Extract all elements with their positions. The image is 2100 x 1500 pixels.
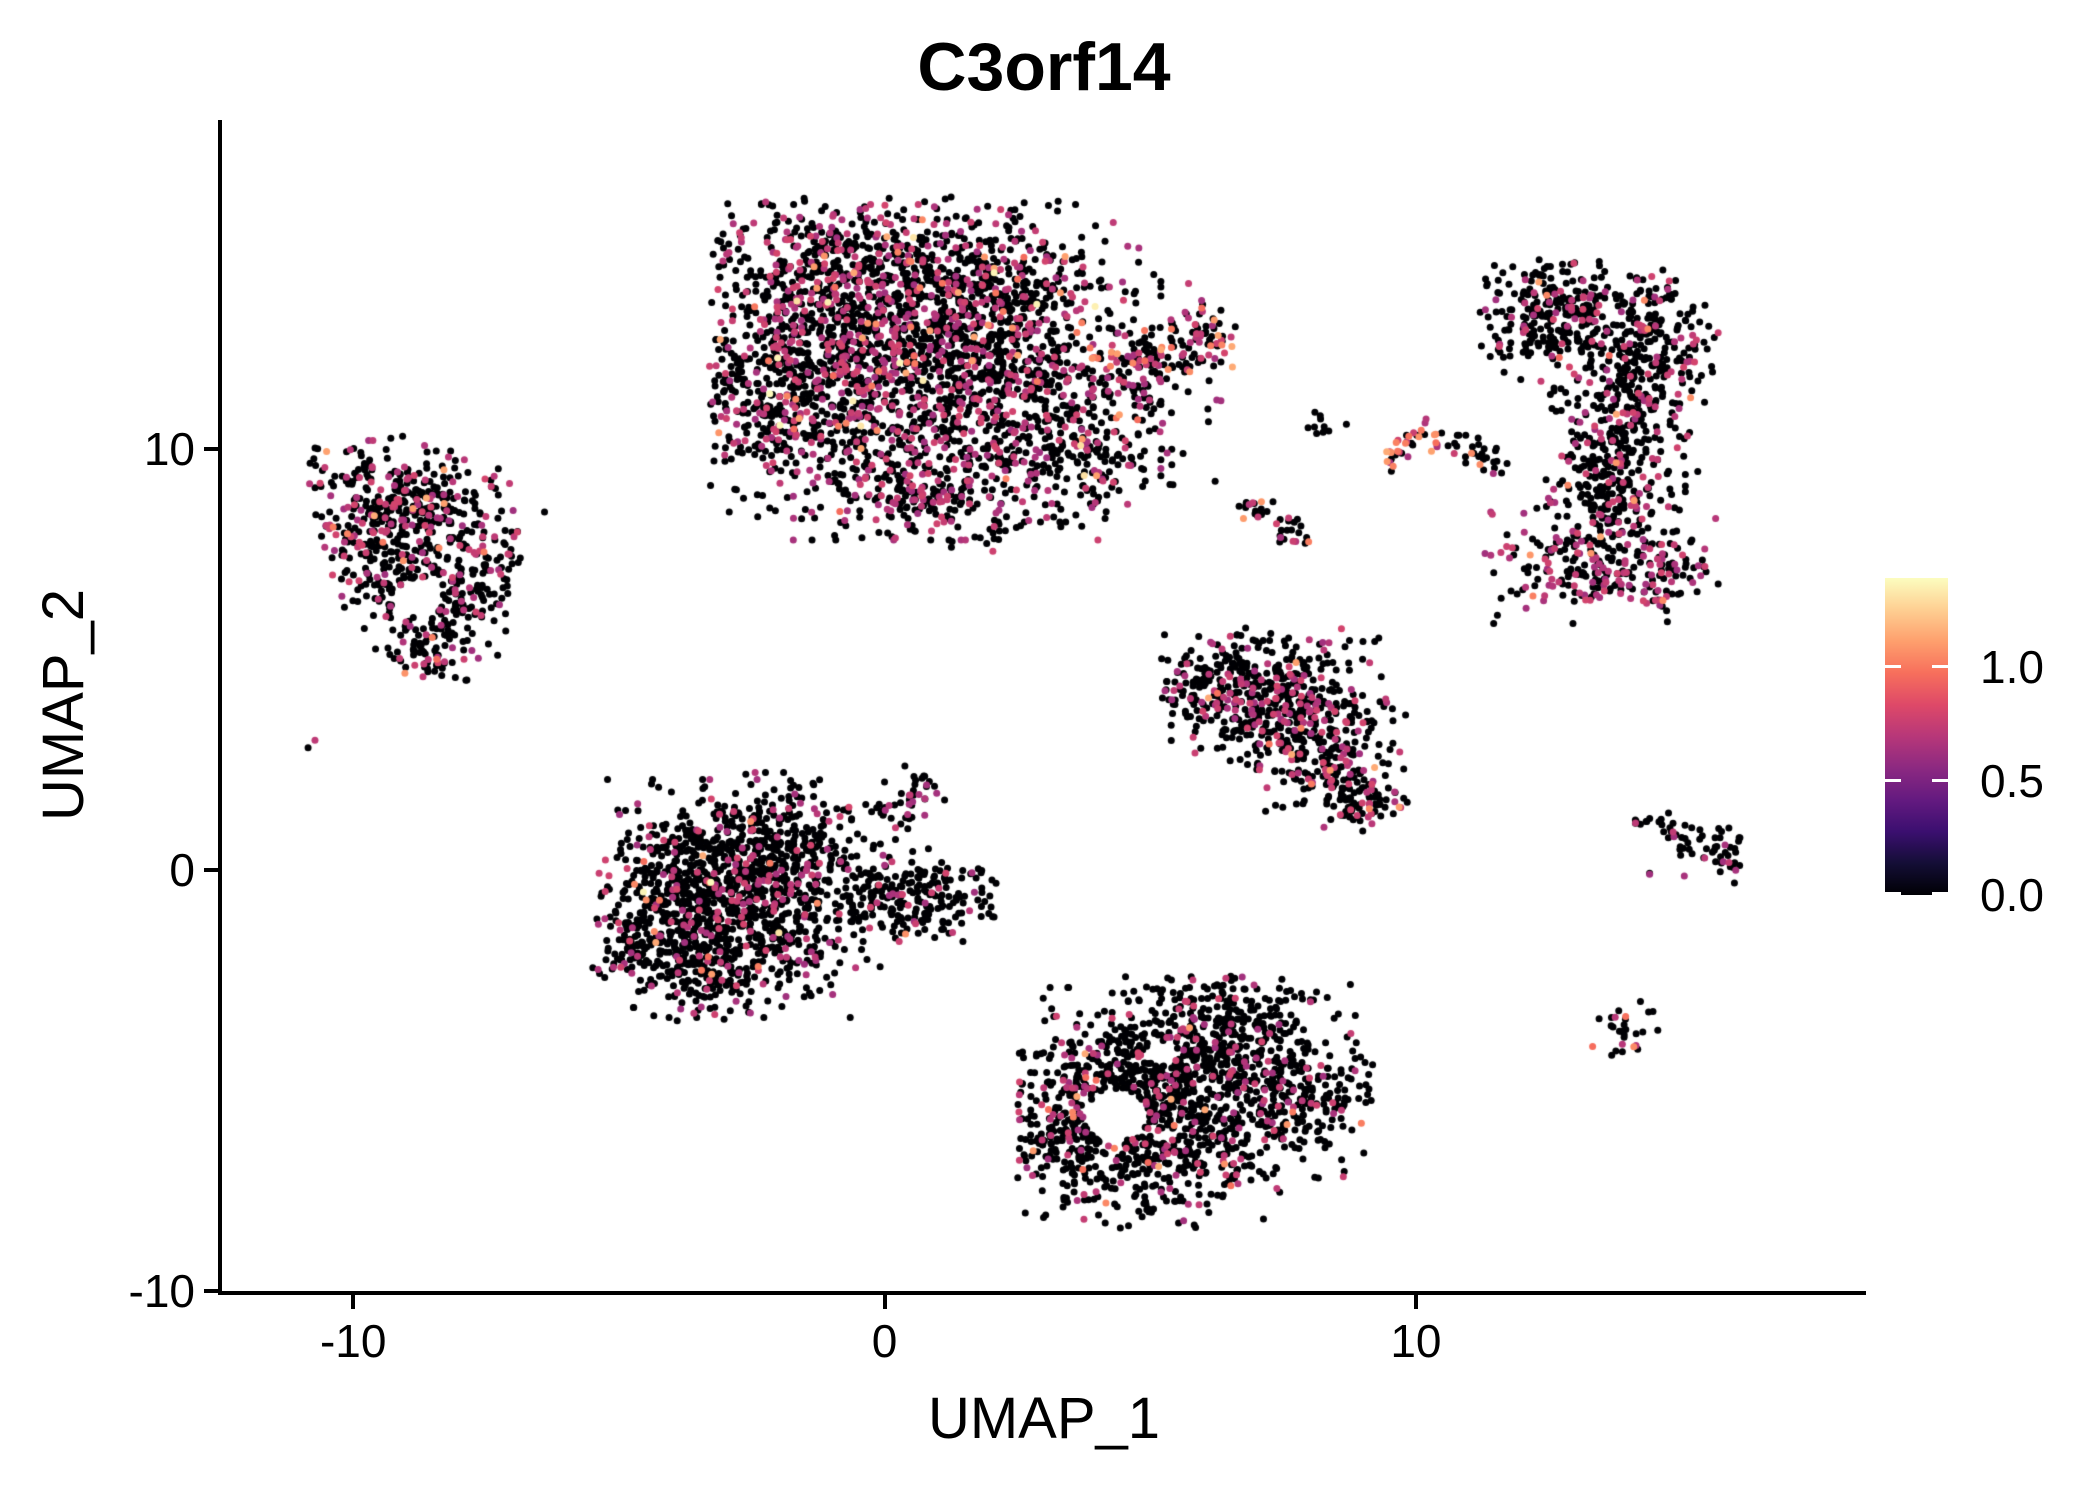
legend-tick-mark <box>1932 779 1948 783</box>
y-tick-mark <box>204 446 218 451</box>
x-tick-mark <box>1413 1295 1418 1309</box>
y-axis-line <box>218 120 222 1295</box>
x-axis-title: UMAP_1 <box>927 1386 1161 1451</box>
x-tick-mark <box>351 1295 356 1309</box>
legend-colorbar <box>1885 578 1948 895</box>
y-tick-label: 0 <box>169 843 195 896</box>
plot-title: C3orf14 <box>917 29 1171 105</box>
x-tick-label: 0 <box>871 1315 898 1367</box>
legend-tick-label: 0.5 <box>1980 754 2044 807</box>
legend-tick-mark <box>1885 665 1901 669</box>
legend-tick-mark <box>1885 779 1901 783</box>
x-tick-label: -10 <box>319 1315 387 1367</box>
y-tick-label: 10 <box>143 422 195 475</box>
legend-tick-label: 0.0 <box>1980 869 2044 921</box>
legend-tick-label: 1.0 <box>1980 640 2044 693</box>
y-tick-mark <box>204 867 218 872</box>
legend-tick-mark <box>1932 892 1948 895</box>
x-tick-mark <box>882 1295 887 1309</box>
y-tick-mark <box>204 1289 218 1293</box>
y-axis-title: UMAP_2 <box>31 588 96 822</box>
legend-tick-mark <box>1885 892 1901 895</box>
y-tick-label: -10 <box>128 1265 195 1317</box>
legend-tick-mark <box>1932 665 1948 669</box>
x-axis-line <box>218 1291 1866 1295</box>
x-tick-label: 10 <box>1390 1315 1442 1367</box>
